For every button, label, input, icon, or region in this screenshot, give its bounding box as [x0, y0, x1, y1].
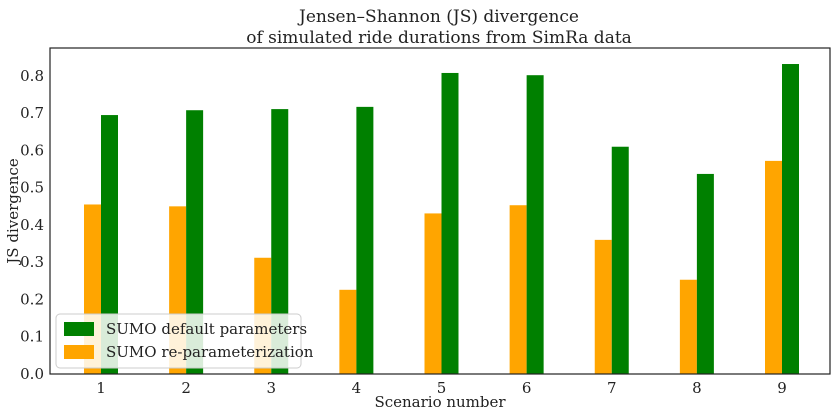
legend-swatch-default [64, 322, 94, 336]
legend: SUMO default parameters SUMO re-paramete… [55, 313, 314, 369]
bar-default-scenario-2 [186, 110, 204, 374]
x-axis-label: Scenario number [374, 393, 506, 411]
x-tick-label-8: 8 [692, 379, 702, 397]
chart-title-line-2: of simulated ride durations from SimRa d… [246, 28, 632, 48]
y-tick-label-0.0: 0.0 [20, 365, 44, 383]
bar-reparam-scenario-7 [594, 239, 612, 374]
legend-label-default: SUMO default parameters [106, 320, 307, 338]
x-tick-label-2: 2 [181, 379, 191, 397]
bar-default-scenario-6 [526, 75, 544, 374]
x-tick-label-6: 6 [522, 379, 532, 397]
bars-group [84, 64, 799, 375]
plot-frame [49, 47, 831, 375]
y-tick-label-0.1: 0.1 [20, 328, 44, 346]
bar-default-scenario-1 [101, 115, 118, 374]
y-axis-label: JS divergence [4, 158, 22, 266]
chart-title-line-1: Jensen–Shannon (JS) divergence [297, 7, 579, 27]
bar-reparam-scenario-4 [339, 289, 357, 374]
bar-reparam-scenario-5 [424, 213, 442, 374]
bar-default-scenario-9 [782, 64, 799, 375]
x-tick-label-3: 3 [266, 379, 276, 397]
y-tick-label-0.7: 0.7 [20, 104, 44, 122]
bar-reparam-scenario-8 [679, 279, 697, 374]
legend-box [55, 313, 302, 369]
y-ticks: 0.0 0.1 0.2 0.3 0.4 0.5 0.6 0.7 0.8 [20, 67, 44, 383]
y-tick-label-0.2: 0.2 [20, 290, 44, 308]
x-tick-label-1: 1 [96, 379, 106, 397]
x-tick-label-7: 7 [607, 379, 617, 397]
bar-default-scenario-8 [696, 173, 714, 374]
y-tick-label-0.5: 0.5 [20, 179, 44, 197]
x-ticks: 1 2 3 4 5 6 7 8 9 [96, 379, 787, 397]
y-tick-label-0.6: 0.6 [20, 141, 44, 159]
x-tick-label-4: 4 [352, 379, 362, 397]
bar-reparam-scenario-6 [509, 205, 527, 374]
y-tick-label-0.8: 0.8 [20, 67, 44, 85]
bar-default-scenario-5 [441, 72, 459, 375]
bar-reparam-scenario-9 [765, 160, 782, 374]
legend-swatch-reparam [64, 345, 94, 359]
y-tick-label-0.3: 0.3 [20, 253, 44, 271]
bar-default-scenario-7 [611, 146, 629, 374]
bar-default-scenario-4 [356, 106, 374, 375]
legend-label-reparam: SUMO re-parameterization [106, 343, 314, 361]
x-tick-label-9: 9 [777, 379, 787, 397]
y-tick-label-0.4: 0.4 [20, 216, 44, 234]
x-tick-label-5: 5 [437, 379, 447, 397]
bar-default-scenario-3 [271, 109, 289, 374]
